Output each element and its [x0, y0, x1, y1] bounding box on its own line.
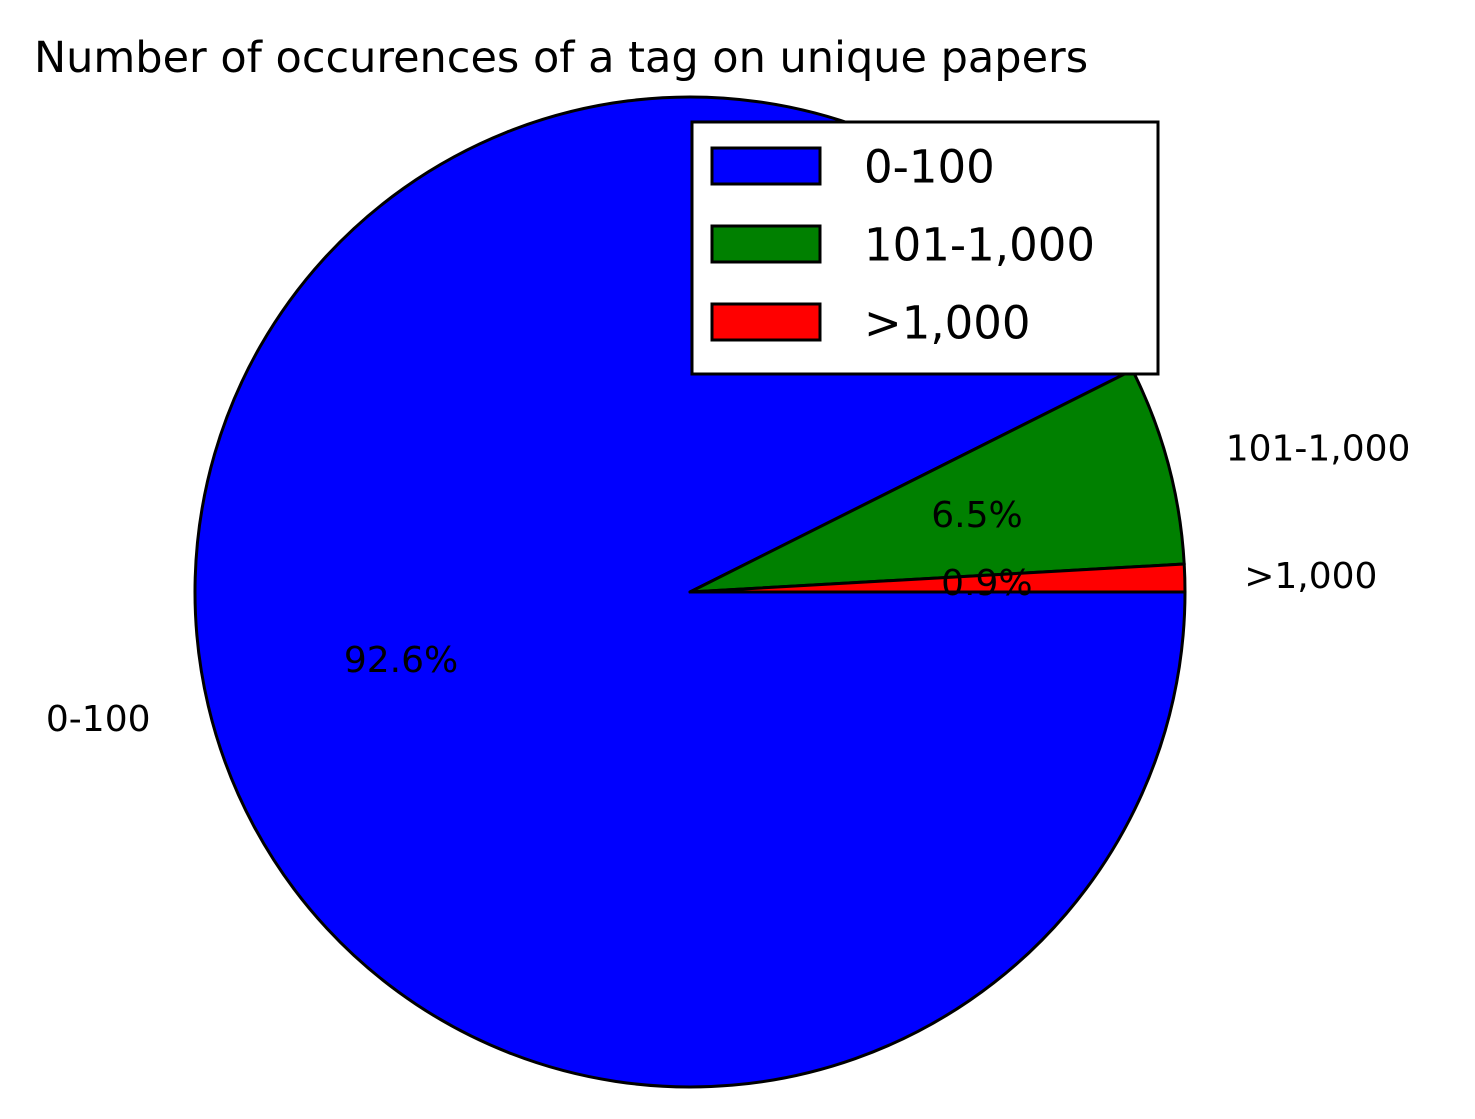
legend-label-1: 0-100: [864, 141, 995, 194]
slice-label-1: 0-100: [46, 699, 151, 740]
chart-title: Number of occurences of a tag on unique …: [34, 33, 1088, 83]
legend-swatch-2: [710, 224, 822, 264]
legend-label-3: >1,000: [864, 297, 1031, 350]
legend-swatch-3: [710, 302, 822, 342]
legend: 0-100 101-1,000 >1,000: [690, 120, 1160, 376]
pie-slice-3: [688, 562, 1187, 594]
slice-labels: 0-100 101-1,000 >1,000: [46, 429, 1411, 741]
slice-label-2: 101-1,000: [1226, 429, 1411, 470]
pie-slice-2: [688, 368, 1186, 594]
percent-labels: 92.6% 6.5% 0.9%: [344, 495, 1033, 681]
percent-label-1: 92.6%: [344, 640, 458, 681]
legend-label-2: 101-1,000: [864, 219, 1095, 272]
legend-entries: 0-100 101-1,000 >1,000: [710, 141, 1095, 350]
percent-label-2: 6.5%: [931, 495, 1022, 536]
legend-swatch-1: [710, 146, 822, 186]
slice-label-3: >1,000: [1244, 556, 1377, 597]
percent-label-3: 0.9%: [941, 563, 1032, 604]
